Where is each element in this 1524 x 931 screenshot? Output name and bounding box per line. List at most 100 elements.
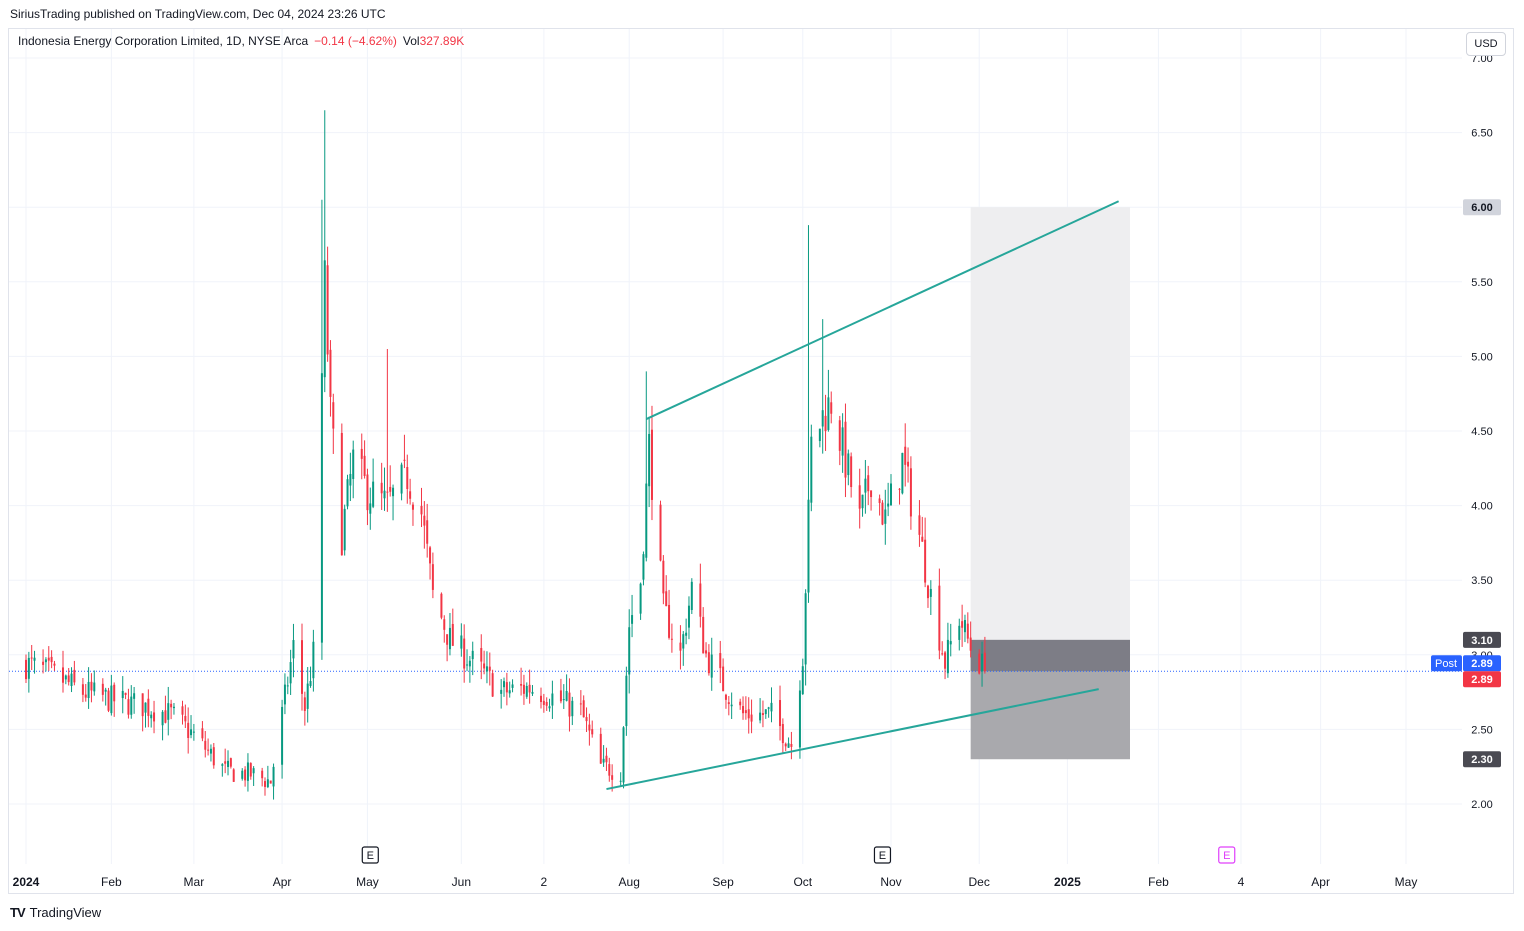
candle-body — [326, 265, 329, 355]
candle-body — [411, 504, 414, 510]
candle-body — [909, 468, 912, 517]
candle-body — [588, 724, 591, 731]
candle-body — [292, 640, 295, 659]
candle-body — [648, 433, 651, 487]
candle-body — [565, 691, 568, 701]
candle-body — [650, 429, 653, 500]
candle-body — [659, 504, 662, 561]
candle-body — [107, 690, 110, 711]
candle-body — [190, 729, 193, 736]
candle-body — [42, 661, 45, 665]
candle-body — [440, 593, 443, 618]
candle-body — [622, 727, 625, 783]
candle-body — [944, 652, 947, 669]
candle-body — [608, 764, 611, 776]
candle-body — [619, 780, 622, 782]
x-tick-label: 2024 — [13, 875, 40, 889]
price-label: 3.10 — [1471, 635, 1492, 647]
candle-body — [386, 491, 389, 493]
candle-body — [870, 490, 873, 498]
candle-body — [27, 657, 30, 679]
entry-band — [970, 639, 1130, 672]
candle-body — [983, 652, 986, 672]
candle-body — [170, 703, 173, 708]
candle-body — [460, 635, 463, 649]
candle-body — [938, 585, 941, 651]
y-tick-label: 7.00 — [1471, 53, 1492, 65]
candle-body — [941, 653, 944, 655]
candle-body — [283, 684, 286, 705]
candle-body — [724, 694, 727, 700]
candle-body — [961, 621, 964, 628]
candle-body — [480, 648, 483, 662]
candle-body — [867, 475, 870, 492]
candle-body — [545, 702, 548, 706]
candle-body — [383, 490, 386, 499]
candle-body — [104, 689, 107, 692]
candle-body — [710, 654, 713, 678]
candle-body — [824, 415, 827, 432]
currency-button[interactable]: USD — [1466, 32, 1506, 56]
candle-body — [628, 627, 631, 675]
candle-body — [161, 711, 164, 726]
candle-body — [246, 762, 249, 781]
candle-body — [212, 747, 215, 766]
candle-body — [844, 421, 847, 478]
candle-body — [548, 706, 551, 709]
candle-body — [508, 690, 511, 694]
post-tag: Post — [1435, 658, 1457, 670]
price-change: −0.14 (−4.62%) — [314, 34, 397, 48]
candle-body — [491, 673, 494, 697]
candle-body — [73, 669, 76, 683]
candle-body — [818, 428, 821, 442]
candle-body — [227, 760, 230, 767]
candle-body — [505, 682, 508, 693]
y-tick-label: 3.50 — [1471, 575, 1492, 587]
candle-body — [485, 666, 488, 672]
tradingview-brand[interactable]: TV TradingView — [10, 905, 101, 920]
target-zone — [970, 207, 1130, 640]
candle-body — [687, 605, 690, 628]
post-tag-bg — [1431, 655, 1462, 672]
candle-body — [67, 675, 70, 683]
price-label: 2.89 — [1471, 658, 1492, 670]
price-label-bg — [1463, 199, 1501, 216]
trendline — [645, 200, 1120, 420]
candle-body — [403, 459, 406, 461]
candle-body — [93, 682, 96, 692]
candle-body — [730, 704, 733, 707]
candle-body — [33, 657, 36, 661]
candle-body — [503, 681, 506, 688]
candle-body — [110, 685, 113, 714]
candle-body — [409, 491, 412, 499]
candle-body — [323, 260, 326, 378]
candle-body — [668, 604, 671, 638]
candle-body — [443, 619, 446, 630]
candle-body — [420, 505, 423, 515]
x-tick-label: May — [1395, 875, 1418, 889]
candle-body — [363, 455, 366, 476]
x-tick-label: Sep — [712, 875, 734, 889]
candle-body — [511, 684, 514, 688]
candle-body — [429, 547, 432, 564]
candle-body — [571, 700, 574, 717]
candle-body — [101, 683, 104, 695]
earnings-label: E — [879, 850, 886, 862]
candle-body — [87, 681, 90, 699]
candle-body — [722, 666, 725, 692]
candle-body — [201, 728, 204, 739]
candle-body — [602, 758, 605, 763]
candle-body — [682, 634, 685, 649]
candle-body — [84, 694, 87, 698]
candlesticks — [25, 110, 986, 800]
candle-body — [147, 698, 150, 716]
candle-body — [847, 453, 850, 476]
candle-body — [887, 503, 890, 507]
candle-body — [466, 664, 469, 666]
price-label: 2.30 — [1471, 754, 1492, 766]
candle-body — [121, 690, 124, 699]
candle-body — [380, 482, 383, 494]
candle-body — [798, 690, 801, 748]
